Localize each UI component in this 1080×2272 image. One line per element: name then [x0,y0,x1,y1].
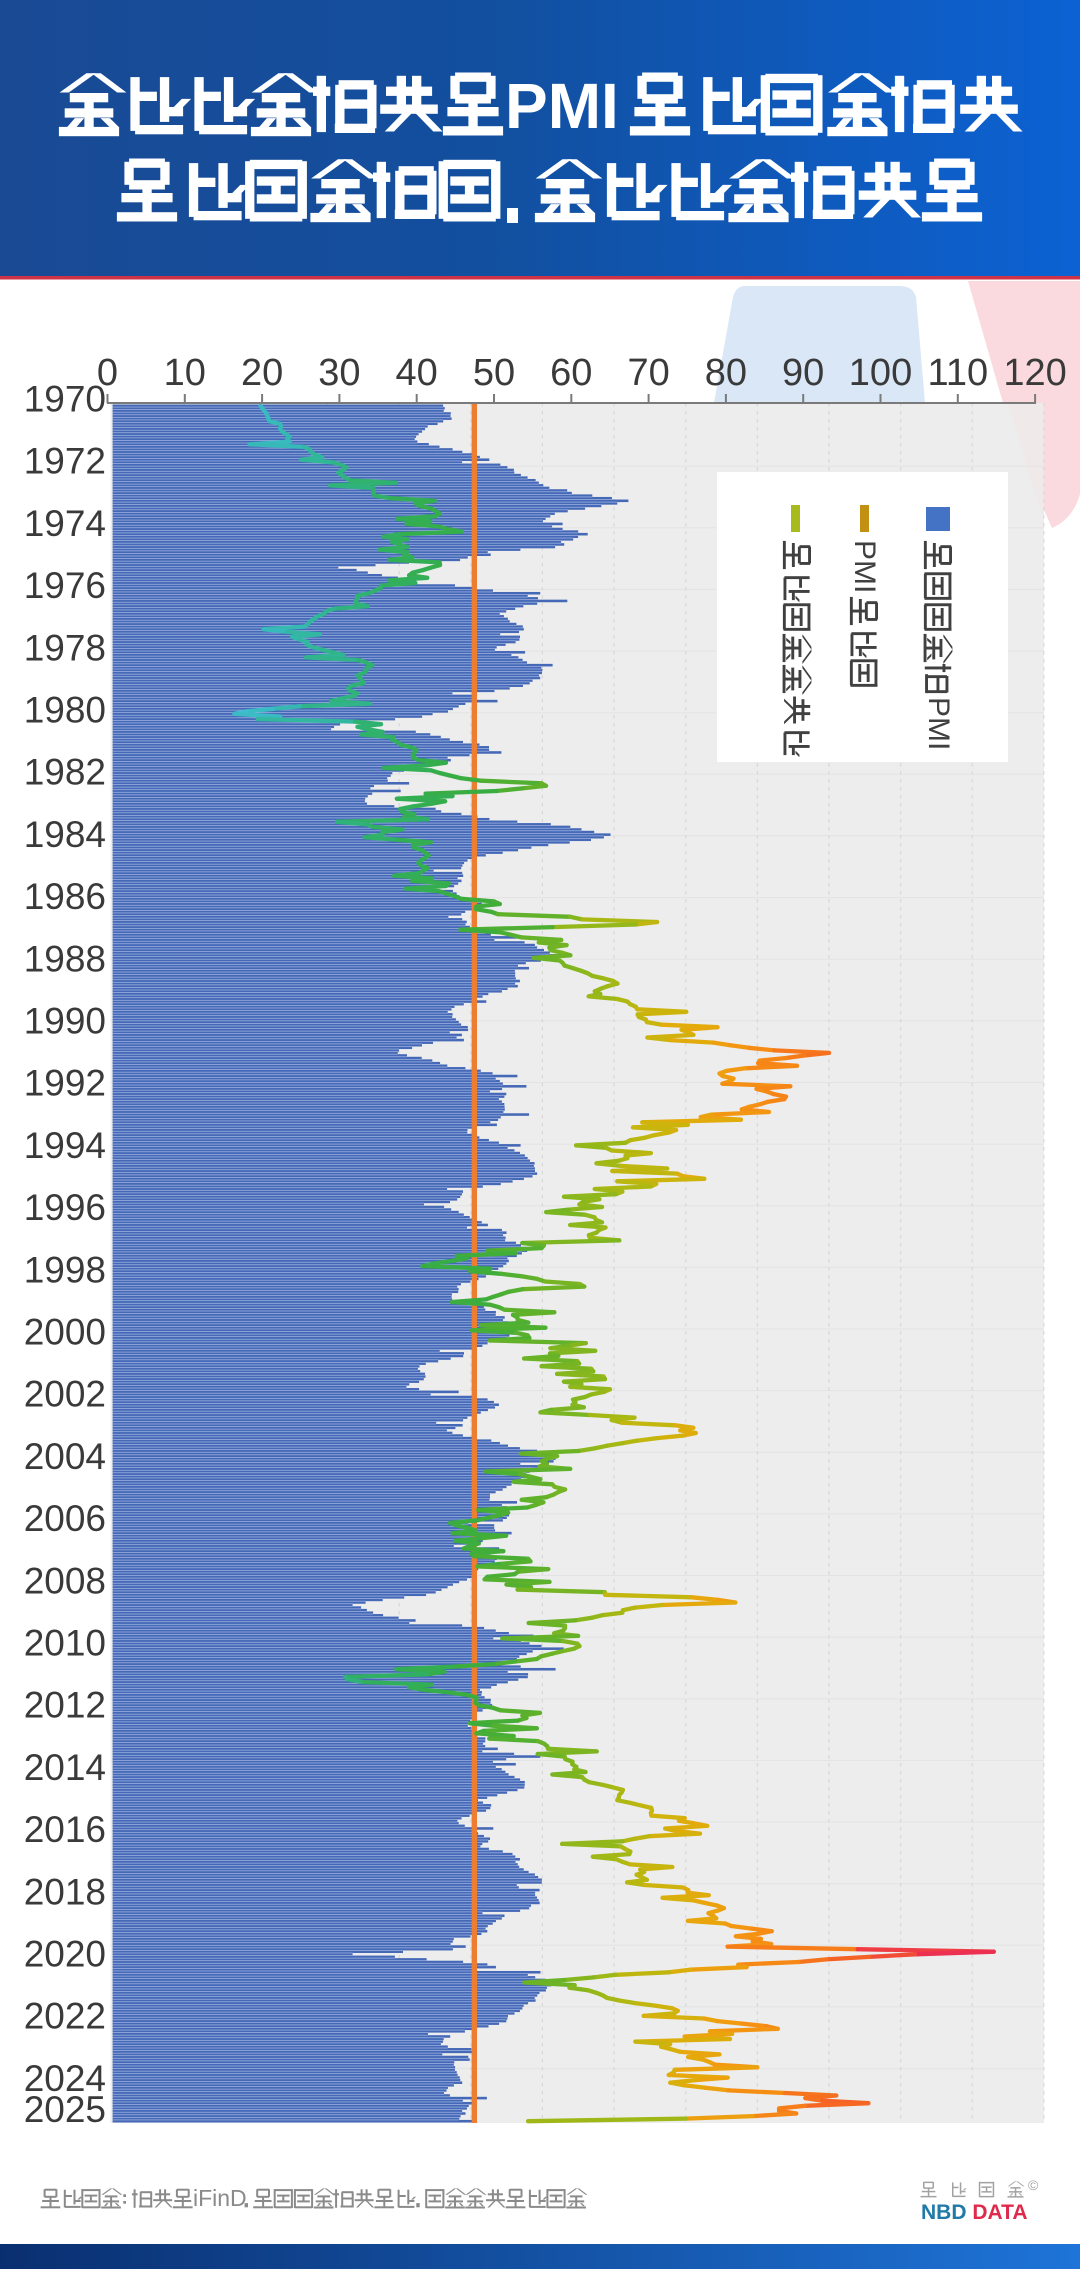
svg-text:2016: 2016 [24,1809,106,1850]
svg-text:2010: 2010 [24,1623,106,1664]
svg-text:PMI: PMI [505,70,619,142]
svg-text:1992: 1992 [24,1063,106,1104]
svg-text:40: 40 [396,352,438,394]
svg-text:110: 110 [928,352,989,394]
svg-text:50: 50 [473,352,515,394]
svg-text:120: 120 [1003,352,1066,394]
svg-text:20: 20 [241,352,283,394]
svg-text:1974: 1974 [24,503,106,544]
svg-text:60: 60 [550,352,592,394]
svg-text:100: 100 [849,352,912,394]
svg-text:1982: 1982 [24,752,106,793]
svg-text:2024: 2024 [24,2058,106,2099]
svg-text:1984: 1984 [24,814,106,855]
svg-text:1998: 1998 [24,1249,106,1290]
svg-text:1990: 1990 [24,1001,106,1042]
svg-text:1978: 1978 [24,627,106,668]
svg-text:1994: 1994 [24,1125,106,1166]
svg-text:10: 10 [164,352,206,394]
svg-text:PMI: PMI [848,540,881,593]
svg-text:iFinD: iFinD [193,2185,247,2211]
svg-text:30: 30 [318,352,360,394]
svg-text:NBD DATA: NBD DATA [921,2201,1028,2224]
svg-text:2012: 2012 [24,1685,106,1726]
svg-text:2004: 2004 [24,1436,106,1477]
svg-text:2025: 2025 [24,2089,106,2130]
svg-text:©: © [1028,2177,1039,2193]
svg-text:80: 80 [705,352,747,394]
svg-text:1980: 1980 [24,690,106,731]
svg-text:1988: 1988 [24,938,106,979]
svg-text:1972: 1972 [24,441,106,482]
svg-text:0: 0 [97,352,118,394]
svg-text:2002: 2002 [24,1374,106,1415]
svg-text:1970: 1970 [24,379,106,420]
svg-text:2022: 2022 [24,1996,106,2037]
svg-text:PMI: PMI [922,697,955,750]
svg-text:1976: 1976 [24,565,106,606]
svg-text:2006: 2006 [24,1498,106,1539]
svg-text:2018: 2018 [24,1871,106,1912]
svg-text:2008: 2008 [24,1560,106,1601]
svg-text:1996: 1996 [24,1187,106,1228]
svg-text:70: 70 [627,352,669,394]
svg-text:2020: 2020 [24,1934,106,1975]
svg-text:90: 90 [782,352,824,394]
svg-text:2014: 2014 [24,1747,106,1788]
svg-text:1986: 1986 [24,876,106,917]
svg-text:2000: 2000 [24,1312,106,1353]
